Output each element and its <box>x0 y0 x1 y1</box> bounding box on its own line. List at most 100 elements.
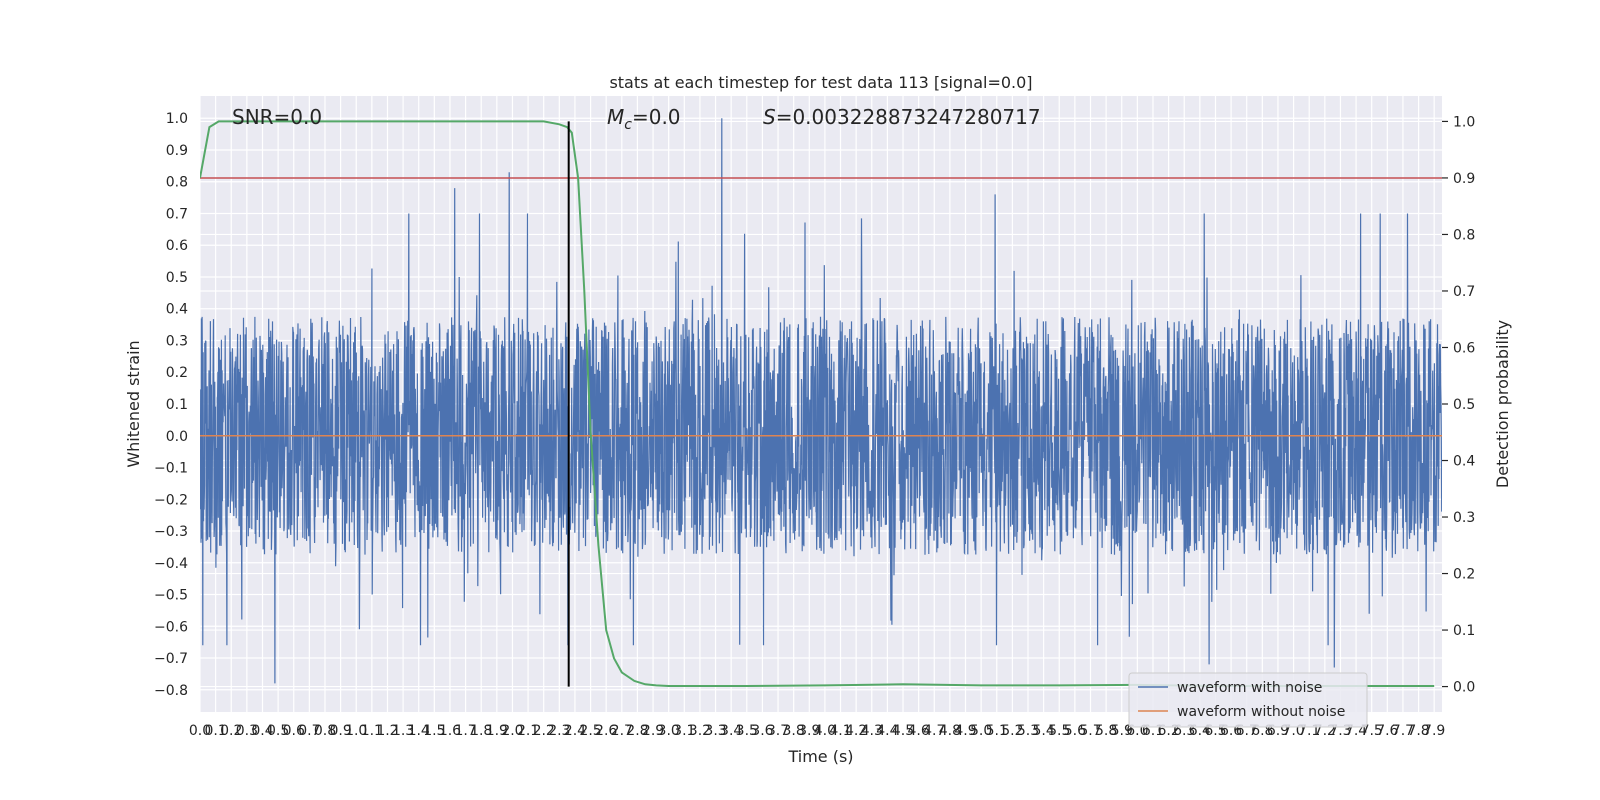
y-right-tick-label: 0.1 <box>1453 623 1475 639</box>
y-left-tick-label: −0.8 <box>154 683 188 699</box>
x-tick-label: 5.5 <box>1048 723 1070 739</box>
x-tick-label: 5.6 <box>1064 723 1086 739</box>
x-tick-label: 4.1 <box>829 723 851 739</box>
y-right-tick-label: 0.8 <box>1453 227 1475 243</box>
y-left-tick-label: 0.0 <box>166 429 188 445</box>
x-tick-label: 1.6 <box>439 723 461 739</box>
x-tick-label: 1.4 <box>408 723 430 739</box>
snr-annotation: SNR=0.0 <box>232 105 322 129</box>
x-tick-label: 7.8 <box>1407 723 1429 739</box>
series-waveform-with-noise <box>200 118 1442 684</box>
y-left-tick-label: 0.1 <box>166 397 188 413</box>
y-left-tick-label: −0.3 <box>154 524 188 540</box>
x-tick-label: 3.6 <box>751 723 773 739</box>
x-tick-label: 4.3 <box>861 723 883 739</box>
y-right-axis-label: Detection probability <box>1493 320 1512 488</box>
y-right-tick-label: 0.7 <box>1453 284 1475 300</box>
x-axis-label: Time (s) <box>787 747 853 766</box>
x-tick-label: 2.8 <box>626 723 648 739</box>
legend-label-waveform-without-noise: waveform without noise <box>1177 704 1345 720</box>
s-value: =0.003228873247280717 <box>776 105 1041 129</box>
x-tick-label: 5.2 <box>1001 723 1023 739</box>
x-tick-label: 7.6 <box>1376 723 1398 739</box>
legend-label-waveform-with-noise: waveform with noise <box>1177 680 1322 696</box>
y-left-tick-label: −0.6 <box>154 619 188 635</box>
y-right-tick-label: 0.6 <box>1453 340 1475 356</box>
x-tick-label: 4.0 <box>814 723 836 739</box>
x-tick-label: 0.4 <box>251 723 273 739</box>
x-tick-label: 4.8 <box>939 723 961 739</box>
x-tick-label: 4.5 <box>892 723 914 739</box>
y-right-tick-label: 0.2 <box>1453 567 1475 583</box>
chart-title: stats at each timestep for test data 113… <box>609 73 1032 92</box>
y-left-tick-label: −0.7 <box>154 651 188 667</box>
x-tick-label: 0.3 <box>236 723 258 739</box>
x-tick-label: 4.4 <box>876 723 898 739</box>
x-tick-label: 3.1 <box>673 723 695 739</box>
y-left-axis-label: Whitened strain <box>124 340 143 467</box>
x-tick-label: 2.3 <box>548 723 570 739</box>
x-tick-label: 1.8 <box>470 723 492 739</box>
x-tick-label: 3.2 <box>689 723 711 739</box>
x-tick-label: 2.1 <box>517 723 539 739</box>
x-tick-label: 1.0 <box>345 723 367 739</box>
y-right-tick-label: 0.0 <box>1453 680 1475 696</box>
y-right-tick-label: 0.4 <box>1453 454 1475 470</box>
x-tick-label: 3.5 <box>736 723 758 739</box>
x-tick-label: 4.7 <box>923 723 945 739</box>
x-tick-label: 2.9 <box>642 723 664 739</box>
y-left-tick-label: 0.7 <box>166 206 188 222</box>
x-tick-label: 2.4 <box>564 723 586 739</box>
x-tick-label: 3.3 <box>704 723 726 739</box>
y-right-tick-label: 0.5 <box>1453 397 1475 413</box>
x-tick-label: 5.4 <box>1032 723 1054 739</box>
x-tick-label: 0.9 <box>329 723 351 739</box>
x-tick-label: 7.7 <box>1392 723 1414 739</box>
x-tick-label: 2.7 <box>611 723 633 739</box>
x-tick-label: 2.2 <box>533 723 555 739</box>
x-tick-label: 7.9 <box>1423 723 1445 739</box>
x-tick-label: 5.7 <box>1079 723 1101 739</box>
x-tick-label: 5.8 <box>1095 723 1117 739</box>
x-tick-label: 3.7 <box>767 723 789 739</box>
x-tick-label: 5.9 <box>1111 723 1133 739</box>
x-tick-label: 1.5 <box>423 723 445 739</box>
y-left-tick-label: 0.5 <box>166 270 188 286</box>
x-tick-label: 3.9 <box>798 723 820 739</box>
x-tick-label: 0.0 <box>189 723 211 739</box>
x-tick-label: 5.1 <box>986 723 1008 739</box>
x-tick-label: 1.9 <box>486 723 508 739</box>
y-right-tick-label: 0.9 <box>1453 171 1475 187</box>
x-tick-label: 3.0 <box>658 723 680 739</box>
x-tick-label: 4.9 <box>954 723 976 739</box>
y-right-tick-label: 1.0 <box>1453 114 1475 130</box>
y-left-tick-label: 0.2 <box>166 365 188 381</box>
s-symbol: S <box>763 105 776 129</box>
x-tick-label: 4.2 <box>845 723 867 739</box>
x-tick-label: 2.6 <box>595 723 617 739</box>
y-left-tick-label: 0.4 <box>166 302 188 318</box>
mc-annotation: Mc=0.0 <box>607 105 681 133</box>
y-left-tick-label: −0.5 <box>154 588 188 604</box>
plot-area <box>200 118 1442 687</box>
x-tick-label: 3.4 <box>720 723 742 739</box>
x-tick-label: 1.7 <box>454 723 476 739</box>
x-tick-label: 2.5 <box>579 723 601 739</box>
y-left-tick-label: 0.3 <box>166 333 188 349</box>
x-tick-label: 2.0 <box>501 723 523 739</box>
legend-box <box>1128 672 1368 728</box>
y-left-tick-label: 0.8 <box>166 175 188 191</box>
y-left-tick-label: −0.2 <box>154 492 188 508</box>
x-tick-label: 0.5 <box>267 723 289 739</box>
mc-subscript: c <box>624 117 632 133</box>
y-left-tick-label: 0.9 <box>166 143 188 159</box>
x-tick-label: 5.3 <box>1017 723 1039 739</box>
y-left-tick-labels: −0.8 −0.7 −0.6 −0.5 −0.4 −0.3 −0.2 −0.1 0.0 0.1 0.… <box>154 111 188 699</box>
x-tick-label: 0.7 <box>298 723 320 739</box>
x-tick-label: 1.3 <box>392 723 414 739</box>
x-tick-label: 5.0 <box>970 723 992 739</box>
legend: waveform with noise waveform without noi… <box>1128 672 1368 728</box>
series-detection-probability <box>200 120 1435 687</box>
